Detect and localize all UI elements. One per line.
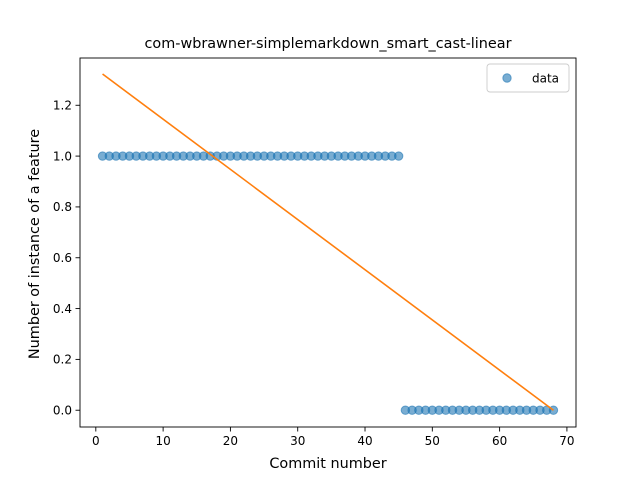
y-tick-label: 0.0 <box>53 404 72 418</box>
fit-line <box>102 73 554 411</box>
y-tick-label: 0.8 <box>53 200 72 214</box>
x-tick-label: 10 <box>155 434 170 448</box>
x-tick-label: 40 <box>357 434 372 448</box>
x-tick-label: 60 <box>492 434 507 448</box>
y-tick-label: 1.0 <box>53 149 72 163</box>
y-tick-label: 0.2 <box>53 353 72 367</box>
plot-area <box>97 73 559 415</box>
legend-marker <box>502 73 512 83</box>
y-axis-label: Number of instance of a feature <box>27 129 43 359</box>
legend-label: data <box>532 71 559 85</box>
y-tick-label: 1.2 <box>53 99 72 113</box>
legend-box <box>486 63 570 93</box>
legend: data <box>486 63 570 93</box>
x-axis-label: Commit number <box>269 456 386 472</box>
x-tick-label: 50 <box>425 434 440 448</box>
axes: 0 10 20 30 40 50 60 70 0.0 0.2 0.4 0.6 0.8 1.0 1.2 <box>53 57 577 448</box>
x-tick-label: 70 <box>559 434 574 448</box>
y-tick-label: 0.6 <box>53 251 72 265</box>
chart-title: com-wbrawner-simplemarkdown_smart_cast-l… <box>145 36 512 52</box>
x-tick-label: 20 <box>223 434 238 448</box>
y-tick-label: 0.4 <box>53 302 72 316</box>
x-tick-label: 0 <box>92 434 100 448</box>
data-point <box>393 151 404 161</box>
x-tick-label: 30 <box>290 434 305 448</box>
plot-frame <box>79 57 577 428</box>
